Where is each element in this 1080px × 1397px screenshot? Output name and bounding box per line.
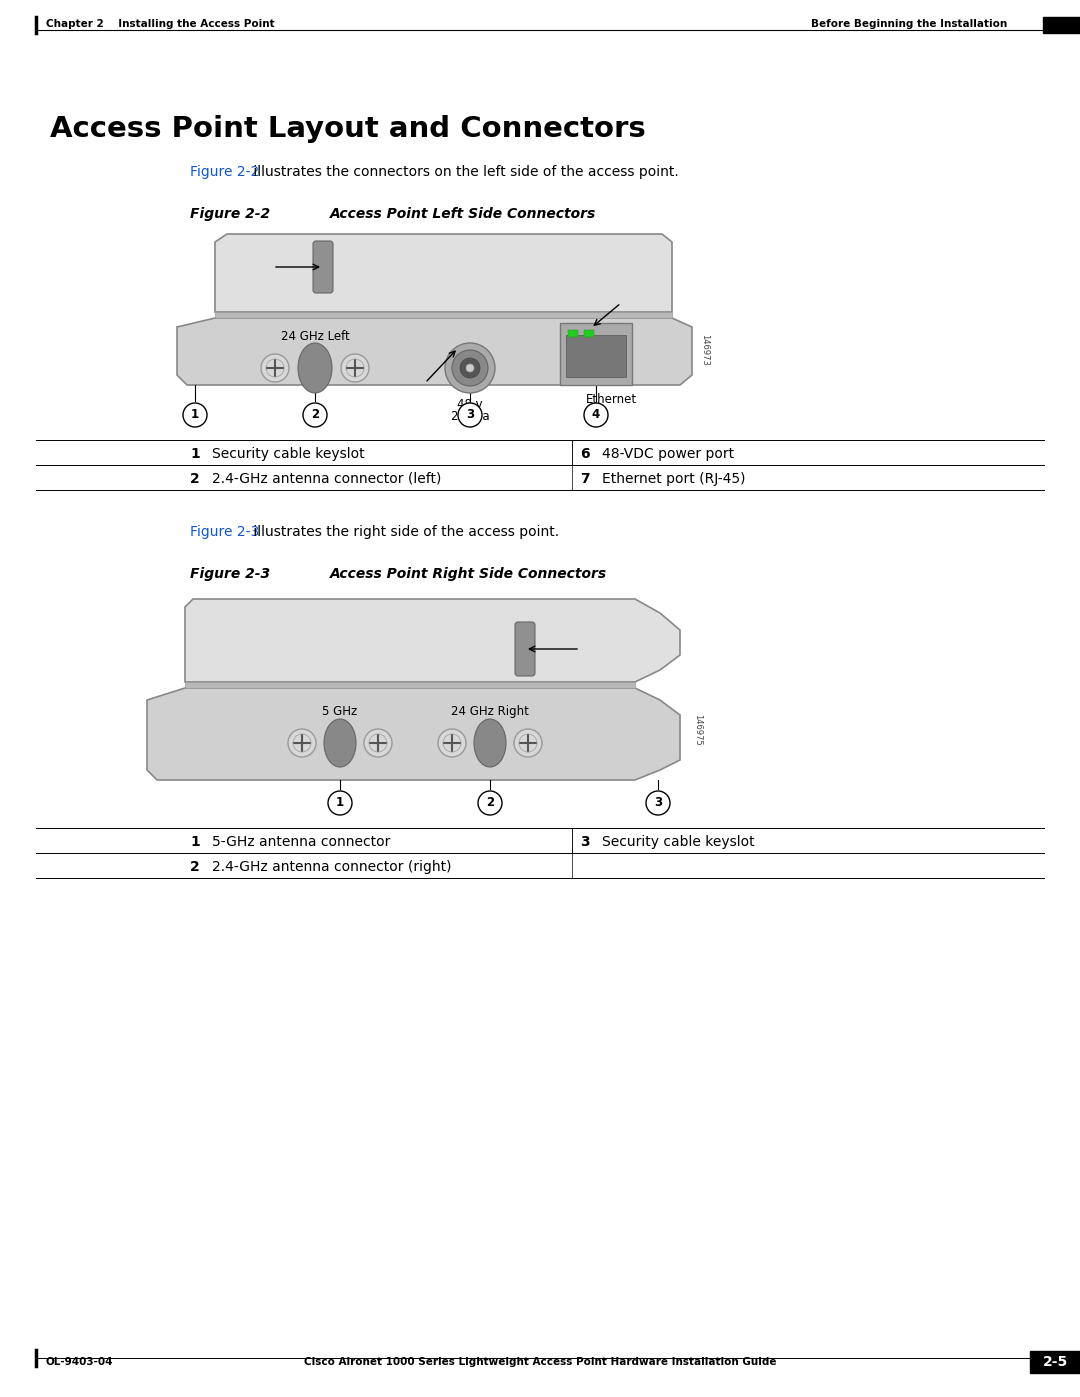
Text: 24 GHz Right: 24 GHz Right xyxy=(451,705,529,718)
Bar xyxy=(215,312,672,319)
Text: Figure 2-2: Figure 2-2 xyxy=(190,207,270,221)
Text: 3: 3 xyxy=(580,835,590,849)
Circle shape xyxy=(183,402,207,427)
Text: 4: 4 xyxy=(592,408,600,422)
Text: Cisco Aironet 1000 Series Lightweight Access Point Hardware Installation Guide: Cisco Aironet 1000 Series Lightweight Ac… xyxy=(303,1356,777,1368)
Text: Before Beginning the Installation: Before Beginning the Installation xyxy=(811,20,1007,29)
Bar xyxy=(185,682,635,687)
Circle shape xyxy=(460,358,480,379)
Circle shape xyxy=(458,402,482,427)
Ellipse shape xyxy=(324,719,356,767)
Text: 48-VDC power port: 48-VDC power port xyxy=(602,447,734,461)
Circle shape xyxy=(478,791,502,814)
Text: 3: 3 xyxy=(465,408,474,422)
Text: Access Point Right Side Connectors: Access Point Right Side Connectors xyxy=(330,567,607,581)
Text: 146975: 146975 xyxy=(693,714,702,746)
Polygon shape xyxy=(185,599,680,682)
Circle shape xyxy=(514,729,542,757)
Text: 2: 2 xyxy=(190,861,200,875)
Circle shape xyxy=(445,344,495,393)
Text: OL-9403-04: OL-9403-04 xyxy=(46,1356,113,1368)
Text: 1: 1 xyxy=(190,447,200,461)
Circle shape xyxy=(303,402,327,427)
Text: 6: 6 xyxy=(580,447,590,461)
Text: 2-5: 2-5 xyxy=(1042,1355,1068,1369)
Circle shape xyxy=(328,791,352,814)
Polygon shape xyxy=(215,235,672,312)
Bar xyxy=(568,330,578,337)
Text: Figure 2-3: Figure 2-3 xyxy=(190,525,259,539)
Text: Ethernet port (RJ-45): Ethernet port (RJ-45) xyxy=(602,472,745,486)
Text: Access Point Left Side Connectors: Access Point Left Side Connectors xyxy=(330,207,596,221)
Polygon shape xyxy=(147,687,680,780)
Circle shape xyxy=(584,402,608,427)
Text: 7: 7 xyxy=(580,472,590,486)
Text: 2.4-GHz antenna connector (right): 2.4-GHz antenna connector (right) xyxy=(212,861,451,875)
Circle shape xyxy=(646,791,670,814)
Bar xyxy=(1043,17,1080,34)
Circle shape xyxy=(438,729,465,757)
Text: illustrates the right side of the access point.: illustrates the right side of the access… xyxy=(249,525,559,539)
Ellipse shape xyxy=(474,719,507,767)
Polygon shape xyxy=(177,319,692,386)
Text: Figure 2-2: Figure 2-2 xyxy=(190,165,259,179)
Circle shape xyxy=(261,353,289,381)
Circle shape xyxy=(288,729,316,757)
FancyBboxPatch shape xyxy=(515,622,535,676)
Text: Figure 2-3: Figure 2-3 xyxy=(190,567,270,581)
Text: 5 GHz: 5 GHz xyxy=(322,705,357,718)
Circle shape xyxy=(364,729,392,757)
Text: 1: 1 xyxy=(336,796,345,809)
Circle shape xyxy=(465,365,474,372)
Text: 48 v: 48 v xyxy=(457,398,483,411)
Text: 3: 3 xyxy=(653,796,662,809)
Text: 2: 2 xyxy=(190,472,200,486)
Circle shape xyxy=(341,353,369,381)
Text: Security cable keyslot: Security cable keyslot xyxy=(212,447,365,461)
Bar xyxy=(1030,1351,1080,1373)
Bar xyxy=(566,335,626,377)
Bar xyxy=(584,330,594,337)
Text: 2: 2 xyxy=(311,408,319,422)
FancyBboxPatch shape xyxy=(313,242,333,293)
Text: 1: 1 xyxy=(190,835,200,849)
Text: illustrates the connectors on the left side of the access point.: illustrates the connectors on the left s… xyxy=(249,165,678,179)
Text: 2: 2 xyxy=(486,796,494,809)
Bar xyxy=(561,323,632,386)
Text: 1: 1 xyxy=(191,408,199,422)
Text: 24 GHz Left: 24 GHz Left xyxy=(281,330,349,344)
Text: Security cable keyslot: Security cable keyslot xyxy=(602,835,755,849)
Text: Chapter 2    Installing the Access Point: Chapter 2 Installing the Access Point xyxy=(46,20,274,29)
Text: 250Ma: 250Ma xyxy=(450,409,490,423)
Text: 5-GHz antenna connector: 5-GHz antenna connector xyxy=(212,835,390,849)
Text: Ethernet: Ethernet xyxy=(585,393,636,407)
Text: Access Point Layout and Connectors: Access Point Layout and Connectors xyxy=(50,115,646,142)
Text: 2.4-GHz antenna connector (left): 2.4-GHz antenna connector (left) xyxy=(212,472,442,486)
Ellipse shape xyxy=(298,344,332,393)
Text: 146973: 146973 xyxy=(701,334,710,366)
Circle shape xyxy=(453,351,488,386)
